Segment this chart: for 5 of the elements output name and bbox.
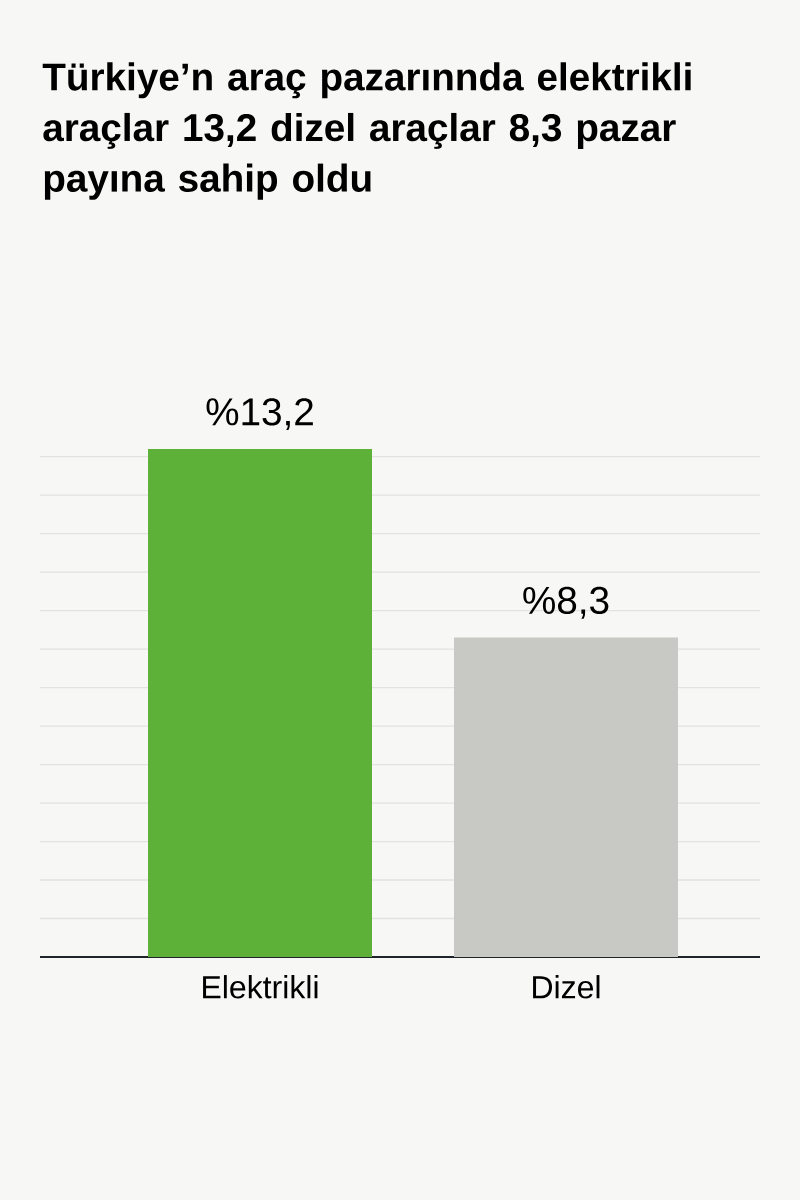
x-tick-label: Dizel	[533, 975, 600, 999]
data-label: %8,3	[523, 586, 609, 619]
x-tick-label: Elektrikli	[203, 975, 318, 999]
chart-title: Türkiye’n araç pazarınnda elektrikli araçlar 13,2 dizel araçlar 8,3 pazar payına sahip oldu	[42, 62, 691, 200]
data-label: %13,2	[206, 398, 313, 431]
